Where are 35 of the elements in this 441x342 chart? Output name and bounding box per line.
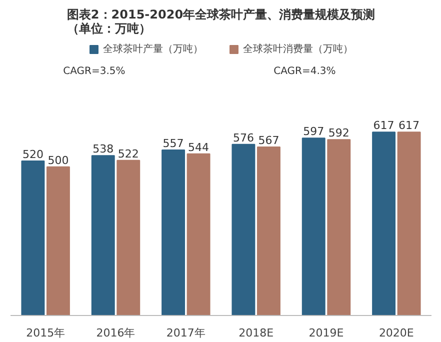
bar: [21, 160, 45, 316]
x-tick-label: 2019E: [308, 326, 344, 340]
x-tick-label: 2018E: [238, 326, 274, 340]
x-tick-label: 2017年: [166, 326, 206, 340]
data-label: 617: [373, 119, 394, 132]
data-label: 576: [232, 131, 254, 144]
bar: [372, 132, 396, 316]
bar: [116, 160, 140, 316]
bar: [186, 153, 210, 316]
bar: [162, 149, 186, 316]
bar: [302, 138, 326, 316]
x-tick-label: 2020E: [378, 326, 414, 340]
x-tick-label: 2016年: [96, 326, 136, 340]
chart-title: 图表2：2015-2020年全球茶叶产量、消费量规模及预测（单位：万吨）: [66, 8, 376, 36]
x-tick-label: 2015年: [26, 326, 66, 340]
data-label: 544: [188, 140, 210, 154]
data-label: 597: [303, 125, 324, 138]
bar: [327, 139, 351, 316]
legend-label: 全球茶叶产量（万吨）: [103, 42, 203, 56]
data-label: 520: [22, 148, 44, 161]
bar: [91, 155, 115, 316]
text: CAGR=4.3%: [274, 66, 336, 78]
data-label: 522: [118, 147, 139, 160]
data-label: 538: [92, 142, 114, 156]
data-label: 617: [398, 119, 420, 132]
data-label: 500: [48, 154, 69, 167]
bar: [46, 166, 70, 316]
text: CAGR=3.5%: [63, 66, 126, 78]
data-label: 567: [258, 134, 280, 148]
legend-label: 全球茶叶消费量（万吨）: [243, 42, 353, 56]
data-label: 592: [328, 126, 350, 140]
bar: [397, 132, 421, 316]
bar: [256, 146, 280, 316]
bar: [232, 144, 256, 316]
data-label: 557: [162, 136, 184, 150]
